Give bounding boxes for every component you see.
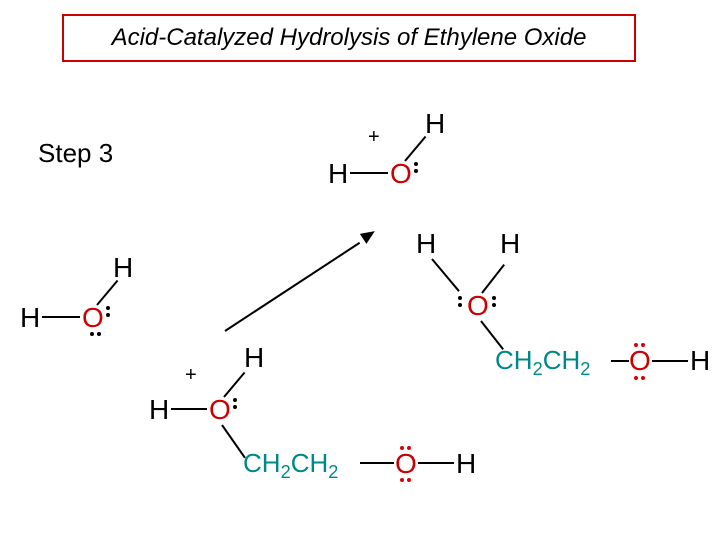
prod-left-H-left: H (149, 394, 169, 426)
prod-right-bond-top (481, 264, 505, 294)
prod-left-bond-left (171, 408, 207, 410)
prod-right-lp-right (492, 296, 496, 307)
prod-right-lp-o2-top (634, 343, 645, 347)
prod-left-lp-o2-bot (400, 478, 411, 482)
water-top-lp-right (414, 162, 418, 173)
water-top-bond-left (350, 172, 388, 174)
water-top-H-left: H (328, 158, 348, 190)
water-top-plus: + (368, 126, 380, 149)
prod-left-bond-c-o2 (360, 462, 394, 464)
water-top-H-top: H (425, 108, 445, 140)
prod-left-lp-o2-top (400, 446, 411, 450)
water-left-lp-right (106, 306, 110, 317)
prod-right-bond-c-o2 (611, 360, 629, 362)
prod-right-H-first: H (416, 228, 436, 260)
prod-right-H-right: H (690, 345, 710, 377)
title-text: Acid-Catalyzed Hydrolysis of Ethylene Ox… (112, 24, 587, 52)
prod-right-bond-to-c (480, 320, 504, 350)
prod-right-lp-o2-bot (634, 376, 645, 380)
water-left-O: O (82, 302, 104, 334)
prod-left-bond-o2-h (418, 462, 454, 464)
water-left-lp-bottom (90, 332, 101, 336)
prod-right-O2: O (629, 345, 651, 377)
prod-left-O: O (209, 394, 231, 426)
prod-left-bond-top (223, 372, 245, 398)
prod-right-bond-h-o (431, 258, 460, 291)
step-label: Step 3 (38, 138, 113, 169)
prod-left-O2: O (395, 448, 417, 480)
prod-left-plus: + (185, 364, 197, 387)
prod-left-bond-to-c (221, 424, 246, 458)
prod-left-H-right: H (456, 448, 476, 480)
water-left-bond-top (96, 280, 118, 306)
prod-right-bond-o2-h (652, 360, 688, 362)
water-left-H-left: H (20, 302, 40, 334)
prod-right-H-top: H (500, 228, 520, 260)
title-box: Acid-Catalyzed Hydrolysis of Ethylene Ox… (62, 14, 636, 62)
prod-left-CH2CH2: CH2CH2 (243, 448, 338, 483)
reaction-arrow (224, 242, 360, 332)
prod-right-CH2CH2: CH2CH2 (495, 345, 590, 380)
water-left-bond-left (42, 316, 80, 318)
water-top-O: O (390, 158, 412, 190)
prod-left-H-top: H (244, 342, 264, 374)
reaction-arrow-head (360, 226, 378, 244)
prod-right-lp-left (458, 296, 462, 307)
prod-left-lp-right (233, 398, 237, 409)
prod-right-O: O (467, 290, 489, 322)
water-top-bond-top (404, 136, 426, 162)
